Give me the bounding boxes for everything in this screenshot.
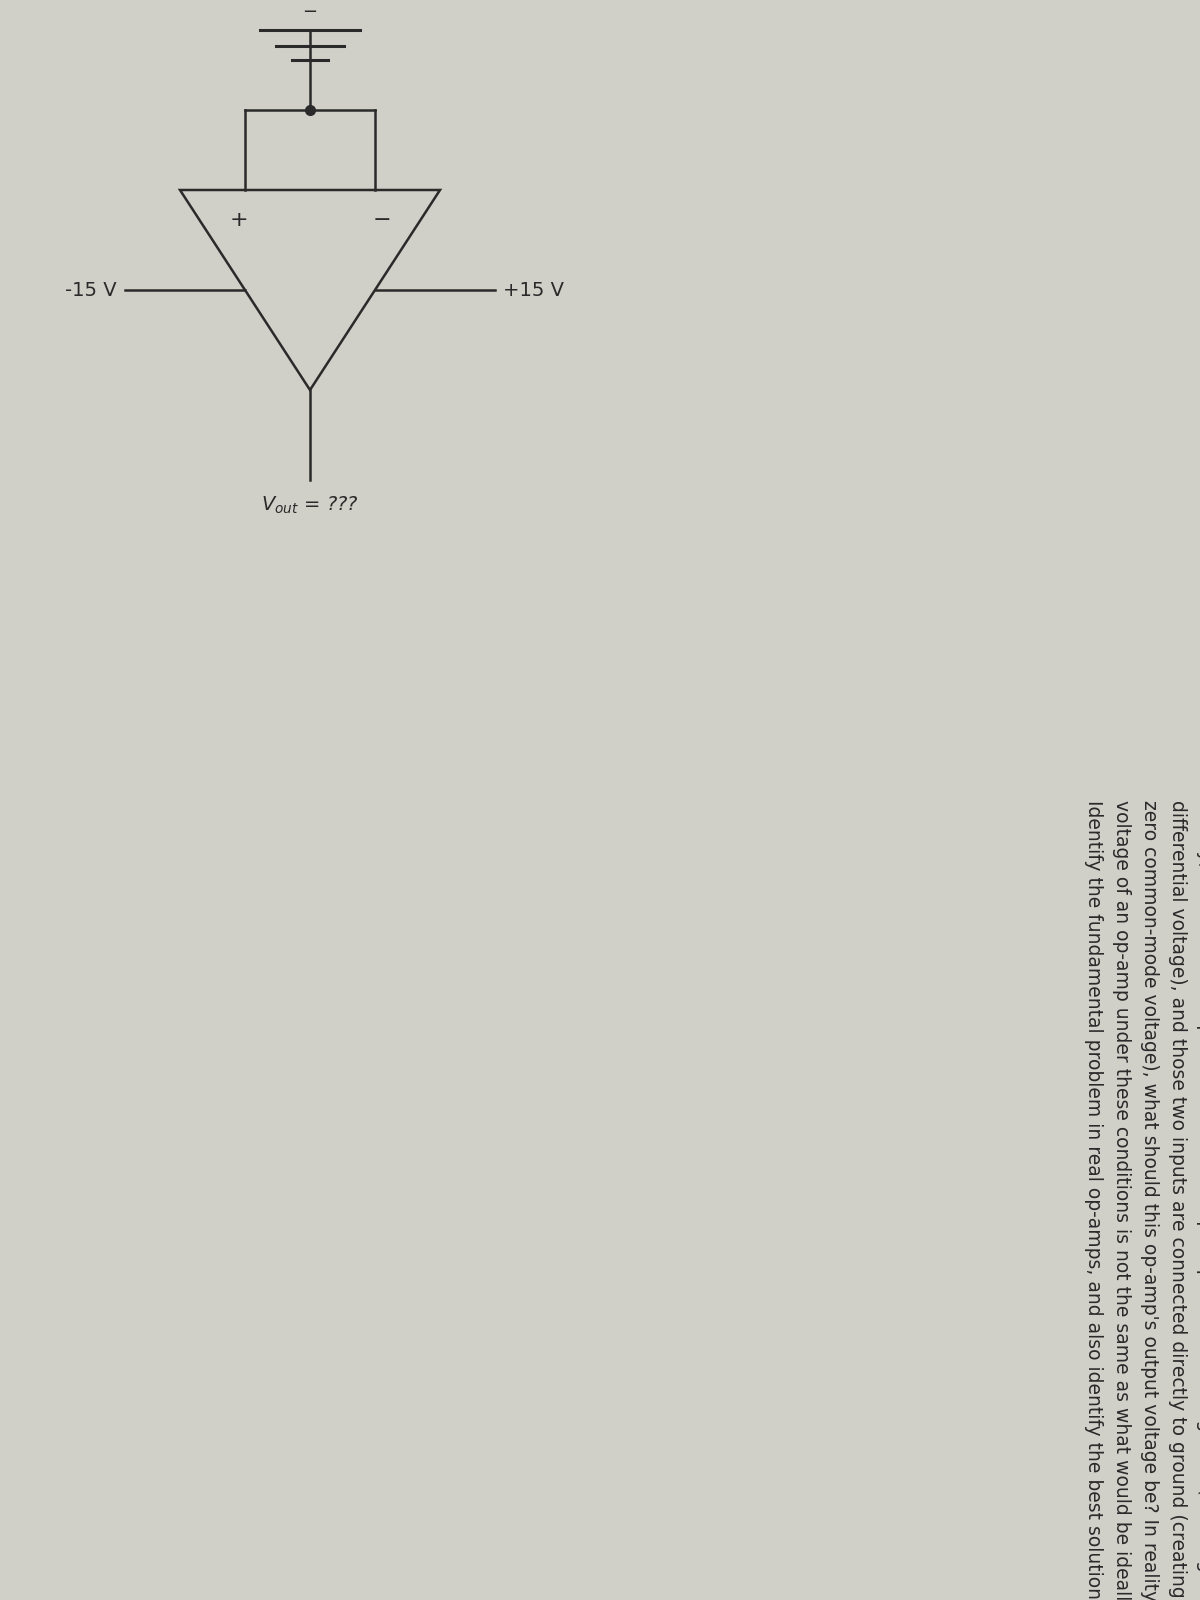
Text: V$_{out}$ = ???: V$_{out}$ = ??? [262, 494, 359, 517]
Text: +: + [229, 210, 248, 230]
Text: +15 V: +15 V [503, 280, 564, 299]
Text: -15 V: -15 V [65, 280, 118, 299]
Text: −: − [372, 210, 391, 230]
Text: −: − [302, 3, 318, 21]
Text: Ideally, when the two input terminals of an op-amp are shorted together (creatin: Ideally, when the two input terminals of… [1085, 800, 1200, 1600]
